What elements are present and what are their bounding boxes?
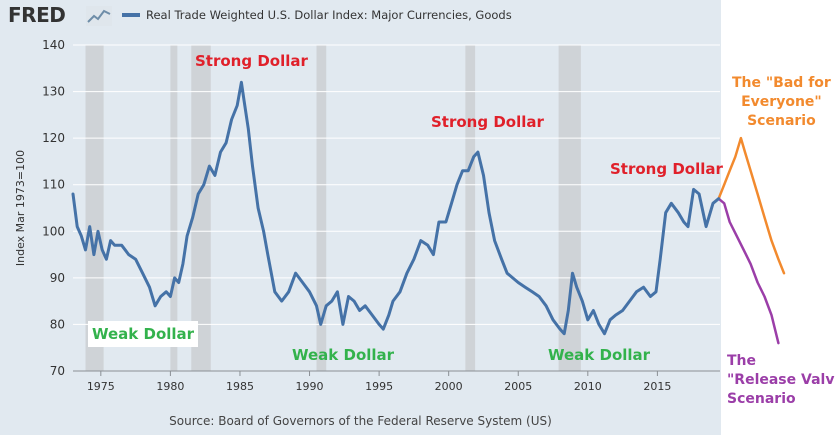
scenario-line-2 xyxy=(717,197,780,345)
release-scenario-label: The "Release Valve" Scenario xyxy=(727,352,835,409)
axis-labels: 70 80 90 100 110 120 130 140 1975 1980 1985 1990 199… xyxy=(42,38,720,393)
x-tick-label: 2015 xyxy=(643,380,671,393)
y-tick-label: 90 xyxy=(50,271,65,285)
x-tick-label: 1995 xyxy=(365,380,393,393)
y-tick-label: 140 xyxy=(42,38,65,52)
y-axis-title: Index Mar 1973=100 xyxy=(14,150,27,266)
series-line-1 xyxy=(71,80,721,336)
x-tick-label: 2010 xyxy=(574,380,602,393)
strong-dollar-label-1: Strong Dollar xyxy=(195,52,308,70)
weak-dollar-label-1: Weak Dollar xyxy=(88,321,199,347)
fred-logo[interactable]: FRED xyxy=(8,3,66,27)
series-lines xyxy=(71,80,786,345)
y-tick-label: 120 xyxy=(42,131,65,145)
recession-band-4 xyxy=(316,45,327,371)
x-tick-label: 1990 xyxy=(296,380,324,393)
chart-panel: FRED Real Trade Weighted U.S. Dollar Ind… xyxy=(0,0,721,435)
release-scenario-line-1: The xyxy=(727,353,757,369)
recession-band-5 xyxy=(465,45,476,371)
recession-band-2 xyxy=(170,45,178,371)
weak-dollar-label-2: Weak Dollar xyxy=(292,346,395,364)
y-tick-label: 80 xyxy=(50,317,65,331)
strong-dollar-label-2: Strong Dollar xyxy=(431,113,544,131)
x-tick-label: 2005 xyxy=(504,380,532,393)
fred-logo-graph-icon xyxy=(86,6,112,26)
chart-legend: Real Trade Weighted U.S. Dollar Index: M… xyxy=(122,8,512,22)
bad-scenario-line-2: Everyone" xyxy=(741,94,822,110)
legend-label: Real Trade Weighted U.S. Dollar Index: M… xyxy=(146,8,512,22)
x-tick-label: 1975 xyxy=(87,380,115,393)
x-tick-label: 1985 xyxy=(226,380,254,393)
recession-band-6 xyxy=(558,45,581,371)
y-tick-label: 110 xyxy=(42,178,65,192)
grid-lines xyxy=(73,44,720,325)
scenario-line-1 xyxy=(717,136,786,275)
source-note: Source: Board of Governors of the Federa… xyxy=(169,414,552,428)
y-tick-label: 70 xyxy=(50,364,65,378)
recession-band-3 xyxy=(191,45,211,371)
release-scenario-line-3: Scenario xyxy=(727,391,796,407)
recession-bands xyxy=(85,45,581,371)
y-tick-label: 130 xyxy=(42,85,65,99)
y-tick-label: 100 xyxy=(42,224,65,238)
legend-swatch xyxy=(122,13,140,17)
strong-dollar-label-3: Strong Dollar xyxy=(610,160,723,178)
x-tick-label: 1980 xyxy=(156,380,184,393)
bad-scenario-line-1: The "Bad for xyxy=(732,75,831,91)
x-tick-label: 2000 xyxy=(435,380,463,393)
weak-dollar-label-3: Weak Dollar xyxy=(548,346,651,364)
release-scenario-line-2: "Release Valve" xyxy=(727,372,835,388)
bad-scenario-line-3: Scenario xyxy=(747,113,816,129)
bad-scenario-label: The "Bad for Everyone" Scenario xyxy=(732,74,831,131)
recession-band-1 xyxy=(85,45,104,371)
